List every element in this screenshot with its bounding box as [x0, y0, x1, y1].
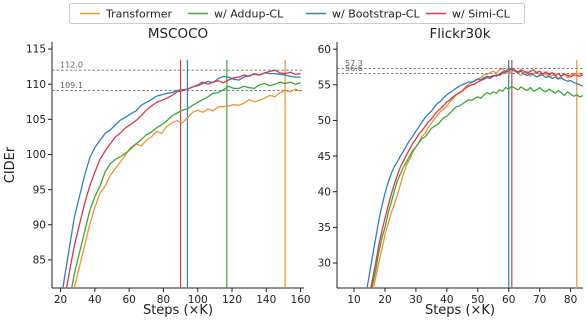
- series-line-w-bootstrap-cl: [366, 67, 583, 288]
- x-tick-label: 40: [88, 294, 101, 306]
- x-axis-title: Steps (×K): [425, 303, 495, 318]
- y-tick-label: 50: [318, 115, 331, 127]
- series-line-w-simi-cl: [65, 69, 301, 288]
- x-tick-label: 10: [347, 294, 360, 306]
- x-tick-label: 100: [188, 294, 208, 306]
- plot-area: [337, 60, 583, 288]
- y-tick-label: 105: [26, 114, 46, 126]
- panel-title: MSCOCO: [148, 26, 208, 42]
- x-tick-label: 50: [471, 294, 484, 306]
- x-tick-label: 140: [256, 294, 276, 306]
- y-tick-label: 90: [33, 219, 46, 231]
- x-tick-label: 40: [440, 294, 453, 306]
- x-tick-label: 60: [502, 294, 515, 306]
- legend-label-w-simi-cl: w/ Simi-CL: [452, 8, 511, 21]
- reference-label-56-6: 56.6: [345, 64, 363, 73]
- x-tick-label: 30: [409, 294, 422, 306]
- x-axis-title: Steps (×K): [143, 303, 213, 318]
- y-tick-label: 100: [26, 149, 46, 161]
- legend-label-transformer: Transformer: [105, 8, 172, 21]
- panel-flickr30k: Flickr30k 30 35 40 45 50 55 60 10 20 30 40 50 60 70 80 S…: [318, 26, 583, 318]
- y-tick-label: 35: [318, 222, 331, 234]
- series-line-w-addup-cl: [71, 81, 301, 288]
- legend-label-w-bootstrap-cl: w/ Bootstrap-CL: [332, 8, 420, 21]
- y-tick-label: 40: [318, 186, 331, 198]
- reference-label-57-3: 57.3: [345, 59, 363, 68]
- y-tick-label: 110: [26, 79, 46, 91]
- x-tick-label: 80: [564, 294, 577, 306]
- y-tick-label: 115: [26, 44, 46, 56]
- x-tick-label: 120: [222, 294, 242, 306]
- legend: Transformer w/ Addup-CL w/ Bootstrap-CL w/ …: [69, 3, 525, 24]
- series-line-w-simi-cl: [370, 67, 583, 288]
- y-tick-label: 55: [318, 79, 331, 91]
- plot-area: [52, 60, 304, 288]
- x-tick-label: 20: [54, 294, 67, 306]
- reference-label-109-1: 109.1: [60, 81, 83, 90]
- panel-title: Flickr30k: [429, 26, 490, 42]
- y-tick-label: 45: [318, 151, 331, 163]
- series-line-w-bootstrap-cl: [62, 72, 301, 288]
- x-tick-label: 70: [533, 294, 546, 306]
- y-axis-title: CIDEr: [3, 146, 18, 183]
- series-line-transformer: [73, 88, 301, 288]
- legend-frame: [69, 3, 525, 24]
- panel-mscoco: MSCOCO 85 90 95 100 105 110 115 20 40 60 80 100 120 14…: [3, 26, 311, 318]
- series-line-transformer: [372, 67, 583, 288]
- x-tick-label: 20: [378, 294, 391, 306]
- y-tick-label: 85: [33, 255, 46, 267]
- legend-label-w-addup-cl: w/ Addup-CL: [214, 8, 284, 21]
- x-tick-label: 80: [157, 294, 170, 306]
- reference-label-112-0: 112.0: [60, 61, 83, 70]
- x-tick-label: 160: [291, 294, 311, 306]
- series-line-w-addup-cl: [371, 85, 583, 288]
- y-tick-label: 95: [33, 184, 46, 196]
- y-tick-label: 30: [318, 258, 331, 270]
- x-tick-label: 60: [122, 294, 135, 306]
- y-tick-label: 60: [318, 44, 331, 56]
